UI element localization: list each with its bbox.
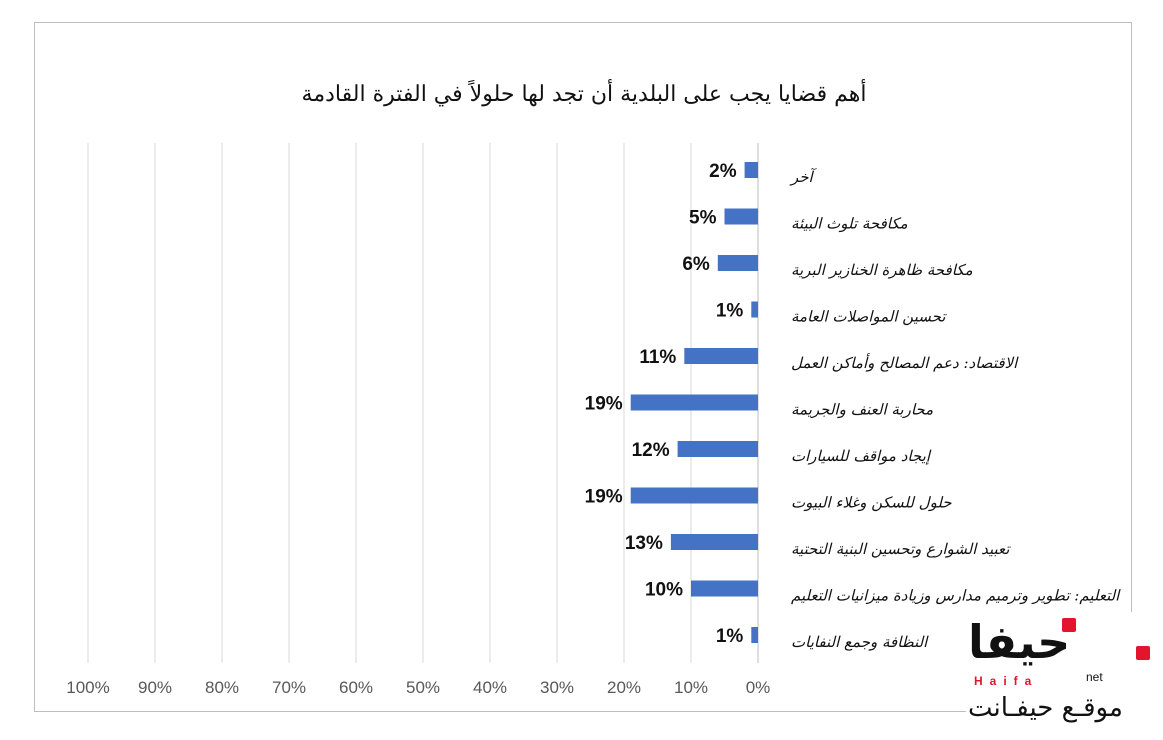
category-label: إيجاد مواقف للسيارات [791, 447, 932, 465]
bar [670, 534, 758, 550]
x-tick-label: 20% [607, 678, 641, 697]
logo-subtitle: موقـع حيفـانت [968, 693, 1123, 723]
category-label: آخر [789, 167, 818, 186]
bar [684, 348, 758, 364]
data-label: 11% [639, 347, 676, 368]
bar [630, 394, 758, 411]
data-label: 10% [645, 580, 683, 601]
logo-arabic-wordmark: حيفا [968, 615, 1071, 669]
x-tick-label: 70% [272, 678, 306, 697]
data-label: 6% [682, 254, 710, 275]
logo-red-accent [1062, 618, 1076, 632]
data-label: 19% [585, 487, 623, 508]
x-tick-label: 10% [674, 678, 708, 697]
logo-latin-wordmark: Haifa [974, 674, 1039, 688]
category-label: حلول للسكن وغلاء البيوت [791, 494, 952, 512]
bar [691, 580, 758, 597]
bar [717, 255, 758, 271]
gridlines [87, 143, 759, 663]
x-tick-label: 30% [540, 678, 574, 697]
data-label: 13% [625, 533, 663, 554]
x-tick-label: 80% [205, 678, 239, 697]
data-labels: 2% 5% 6% 1% 11% 19% 12% 19% 13% 10% 1% [585, 161, 744, 647]
bar [751, 627, 758, 643]
haifanet-logo: حيفا Haifa net موقـع حيفـانت [966, 612, 1156, 734]
x-tick-label: 40% [473, 678, 507, 697]
x-axis-ticks: 100% 90% 80% 70% 60% 50% 40% 30% 20% 10% 0% [66, 678, 770, 697]
bar [751, 301, 758, 318]
category-label: الاقتصاد: دعم المصالح وأماكن العمل [791, 353, 1019, 372]
data-label: 1% [716, 301, 744, 322]
x-tick-label: 0% [746, 678, 771, 697]
data-label: 12% [632, 440, 670, 461]
bar-chart: أهم قضايا يجب على البلدية أن تجد لها حلو… [66, 78, 1121, 697]
data-label: 19% [585, 394, 623, 415]
category-label: مكافحة تلوث البيئة [791, 215, 908, 233]
chart-frame: أهم قضايا يجب على البلدية أن تجد لها حلو… [34, 22, 1132, 712]
bars [630, 162, 758, 643]
bar [677, 441, 758, 457]
category-label: النظافة وجمع النفايات [791, 633, 929, 651]
data-label: 1% [716, 626, 744, 647]
category-label: تحسين المواصلات العامة [791, 308, 947, 326]
bar [744, 162, 758, 178]
x-tick-label: 100% [66, 678, 109, 697]
category-labels: آخر مكافحة تلوث البيئة مكافحة ظاهرة الخناز… [789, 167, 1121, 651]
x-tick-label: 90% [138, 678, 172, 697]
category-label: التعليم: تطوير وترميم مدارس وزيادة ميزان… [791, 587, 1121, 605]
bar [724, 208, 758, 225]
logo-net-text: net [1086, 670, 1103, 684]
x-tick-label: 60% [339, 678, 373, 697]
category-label: محاربة العنف والجريمة [791, 401, 933, 419]
category-label: تعبيد الشوارع وتحسين البنية التحتية [791, 540, 1011, 558]
x-tick-label: 50% [406, 678, 440, 697]
category-label: مكافحة ظاهرة الخنازير البرية [791, 261, 973, 279]
chart-title: أهم قضايا يجب على البلدية أن تجد لها حلو… [302, 78, 867, 107]
logo-red-accent [1136, 646, 1150, 660]
data-label: 5% [689, 208, 717, 229]
data-label: 2% [709, 161, 737, 182]
bar [630, 487, 758, 504]
